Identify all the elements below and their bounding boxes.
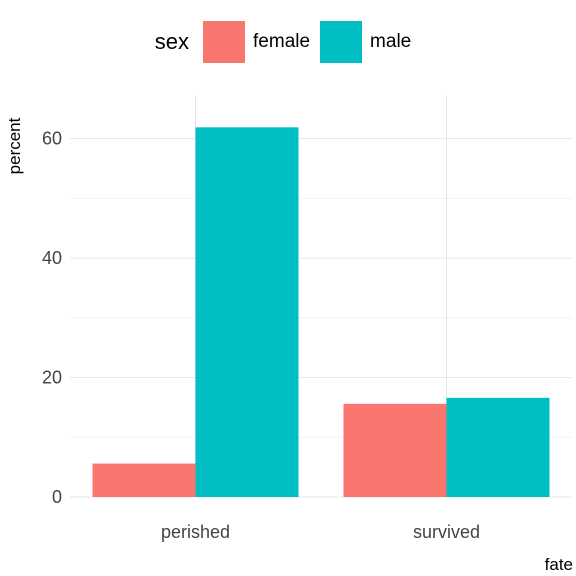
legend-label-male: male (370, 31, 412, 52)
x-tick-label-survived: survived (413, 522, 480, 542)
bar-male-survived (446, 397, 550, 497)
y-tick-label: 40 (42, 248, 62, 268)
legend-label-female: female (253, 31, 311, 52)
bars (92, 127, 550, 498)
y-tick-label: 20 (42, 368, 62, 388)
x-axis-title: fate (545, 555, 573, 574)
legend-item-male: male (320, 21, 411, 63)
y-axis-ticks: 0 20 40 60 (42, 129, 62, 507)
bar-female-survived (343, 403, 447, 497)
bar-female-perished (92, 463, 196, 497)
legend-item-female: female (203, 21, 310, 63)
y-tick-label: 60 (42, 129, 62, 149)
legend-key-female (203, 21, 246, 63)
y-axis-title: percent (5, 117, 24, 174)
x-tick-label-perished: perished (161, 522, 230, 542)
x-axis-ticks: perished survived (161, 522, 480, 542)
legend-key-male (320, 21, 363, 63)
legend: sex female male (0, 20, 576, 64)
y-tick-label: 0 (52, 487, 62, 507)
bar-male-perished (195, 127, 299, 498)
legend-title: sex (154, 29, 190, 54)
